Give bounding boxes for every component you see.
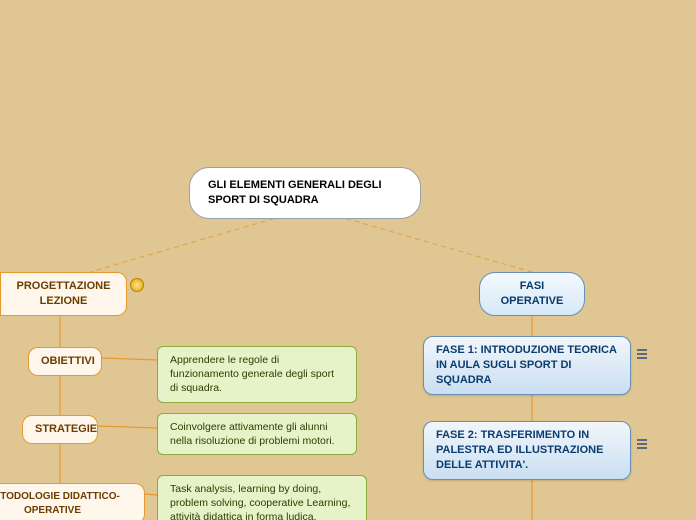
node-fase-1[interactable]: FASE 1: INTRODUZIONE TEORICA IN AULA SUG… bbox=[423, 336, 631, 395]
node-obiettivi-label: OBIETTIVI bbox=[41, 355, 95, 367]
desc-strategie: Coinvolgere attivamente gli alunni nella… bbox=[157, 413, 357, 455]
desc-obiettivi: Apprendere le regole di funzionamento ge… bbox=[157, 346, 357, 403]
branch-progettazione-label: PROGETTAZIONE LEZIONE bbox=[17, 280, 111, 307]
attachment-icon[interactable] bbox=[130, 278, 144, 292]
node-metodologie-label: METODOLOGIE DIDATTICO-OPERATIVE bbox=[0, 491, 120, 516]
desc-metodologie: Task analysis, learning by doing, proble… bbox=[157, 475, 367, 520]
branch-fasi-label: FASI OPERATIVE bbox=[501, 280, 564, 307]
mindmap-canvas[interactable]: { "type": "mindmap", "background_color":… bbox=[0, 0, 696, 520]
notes-icon[interactable] bbox=[637, 439, 647, 449]
node-fase-2[interactable]: FASE 2: TRASFERIMENTO IN PALESTRA ED ILL… bbox=[423, 421, 631, 480]
branch-progettazione[interactable]: PROGETTAZIONE LEZIONE bbox=[0, 272, 127, 316]
root-node[interactable]: GLI ELEMENTI GENERALI DEGLI SPORT DI SQU… bbox=[189, 167, 421, 219]
node-strategie-label: STRATEGIE bbox=[35, 423, 97, 435]
node-metodologie[interactable]: METODOLOGIE DIDATTICO-OPERATIVE bbox=[0, 483, 145, 520]
node-fase-2-label: FASE 2: TRASFERIMENTO IN PALESTRA ED ILL… bbox=[436, 429, 603, 471]
notes-icon[interactable] bbox=[637, 349, 647, 359]
node-strategie[interactable]: STRATEGIE bbox=[22, 415, 98, 444]
root-label: GLI ELEMENTI GENERALI DEGLI SPORT DI SQU… bbox=[208, 179, 382, 206]
node-obiettivi[interactable]: OBIETTIVI bbox=[28, 347, 102, 376]
node-fase-1-label: FASE 1: INTRODUZIONE TEORICA IN AULA SUG… bbox=[436, 344, 617, 386]
branch-fasi-operative[interactable]: FASI OPERATIVE bbox=[479, 272, 585, 316]
